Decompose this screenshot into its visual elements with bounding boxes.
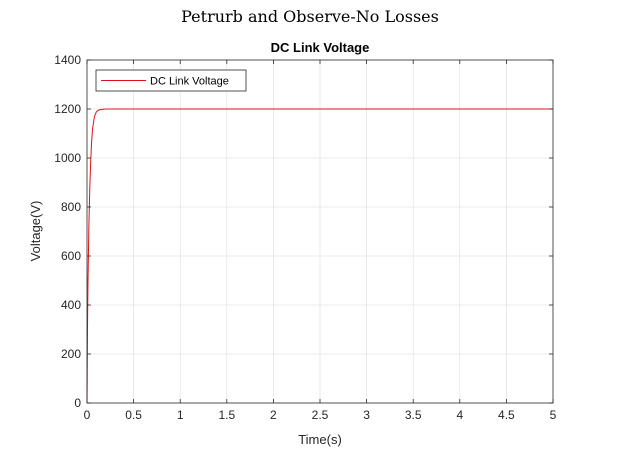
x-axis-label: Time(s) — [298, 432, 342, 447]
x-tick-label: 1 — [177, 408, 184, 422]
tick-marks — [86, 59, 554, 404]
x-tick-label: 1.5 — [218, 408, 235, 422]
y-tick-labels: 0 200 400 600 800 1000 1200 1400 — [54, 53, 81, 410]
legend-box — [95, 69, 247, 92]
x-tick-labels: 0 0.5 1 1.5 2 2.5 3 3.5 4 4.5 5 — [84, 408, 557, 422]
legend: DC Link Voltage — [95, 69, 247, 92]
x-tick-label: 5 — [550, 408, 557, 422]
x-tick-label: 4.5 — [498, 408, 515, 422]
series-layer — [86, 108, 553, 404]
x-tick-label: 2 — [270, 408, 277, 422]
series-line-dc-link-voltage — [86, 108, 553, 404]
x-tick-label: 3 — [363, 408, 370, 422]
y-tick-label: 400 — [61, 298, 81, 312]
y-tick-label: 0 — [74, 396, 81, 410]
y-tick-label: 800 — [61, 200, 81, 214]
chart-title: DC Link Voltage — [271, 40, 370, 55]
figure-suptitle: Petrurb and Observe-No Losses — [181, 7, 439, 26]
legend-entry: DC Link Voltage — [150, 76, 229, 88]
x-tick-label: 3.5 — [405, 408, 422, 422]
y-tick-label: 600 — [61, 249, 81, 263]
y-tick-label: 200 — [61, 347, 81, 361]
grid-lines — [87, 60, 553, 403]
x-tick-label: 2.5 — [312, 408, 329, 422]
x-tick-label: 4 — [456, 408, 463, 422]
y-tick-label: 1400 — [54, 53, 81, 67]
x-tick-label: 0.5 — [125, 408, 142, 422]
y-tick-label: 1000 — [54, 151, 81, 165]
y-axis-label: Voltage(V) — [28, 201, 43, 262]
x-tick-label: 0 — [84, 408, 91, 422]
y-tick-label: 1200 — [54, 102, 81, 116]
